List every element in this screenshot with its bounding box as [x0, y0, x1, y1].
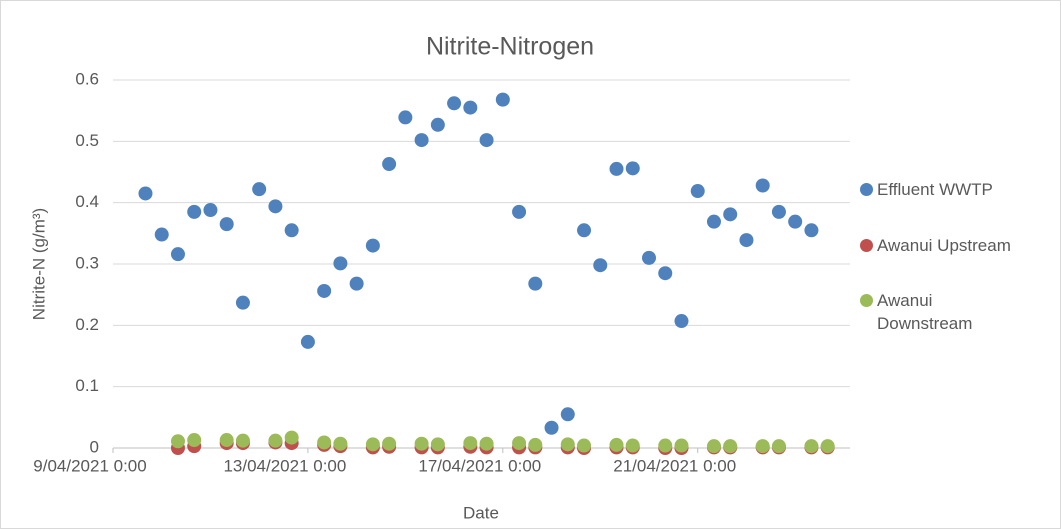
legend-item: Awanui Upstream [860, 234, 1050, 257]
data-point [788, 214, 803, 229]
legend-item: Effluent WWTP [860, 178, 1050, 201]
y-tick-label: 0.3 [75, 253, 99, 272]
data-point [170, 247, 185, 262]
legend-swatch [860, 183, 873, 196]
data-point [154, 227, 169, 242]
data-point [382, 157, 397, 172]
data-point [235, 433, 250, 448]
data-point [577, 223, 592, 238]
y-tick-label: 0 [90, 437, 99, 456]
data-point [804, 439, 819, 454]
legend-item: Awanui Downstream [860, 289, 1050, 335]
data-point [674, 438, 689, 453]
data-point [170, 434, 185, 449]
data-point [430, 437, 445, 452]
data-point [593, 258, 608, 273]
data-point [755, 439, 770, 454]
data-point [560, 437, 575, 452]
legend-swatch [860, 294, 873, 307]
data-point [674, 314, 689, 329]
data-point [268, 433, 283, 448]
data-point [365, 238, 380, 253]
data-point [187, 204, 202, 219]
data-point [723, 439, 738, 454]
data-point [138, 186, 153, 201]
data-point [739, 233, 754, 248]
data-point [300, 334, 315, 349]
data-point [690, 184, 705, 199]
x-tick-label: 9/04/2021 0:00 [33, 456, 146, 475]
data-point [349, 276, 364, 291]
data-point [382, 436, 397, 451]
data-point [333, 436, 348, 451]
data-point [235, 295, 250, 310]
x-axis-label: Date [463, 503, 499, 522]
x-tick-label: 17/04/2021 0:00 [418, 456, 541, 475]
data-point [577, 438, 592, 453]
data-point [284, 430, 299, 445]
data-point [512, 436, 527, 451]
y-tick-label: 0.2 [75, 315, 99, 334]
chart-title: Nitrite-Nitrogen [426, 33, 594, 61]
y-tick-label: 0.6 [75, 69, 99, 88]
data-point [820, 439, 835, 454]
legend-label: Awanui Downstream [877, 291, 973, 333]
data-point [544, 420, 559, 435]
data-point [317, 435, 332, 450]
data-point [512, 204, 527, 219]
data-point [723, 207, 738, 222]
data-point [317, 283, 332, 298]
y-tick-label: 0.5 [75, 131, 99, 150]
data-point [447, 96, 462, 111]
legend-label: Effluent WWTP [877, 180, 993, 199]
data-point [479, 436, 494, 451]
data-point [219, 217, 234, 232]
data-point [706, 439, 721, 454]
data-point [804, 223, 819, 238]
data-point [414, 436, 429, 451]
data-point [333, 256, 348, 271]
data-point [219, 433, 234, 448]
data-point [755, 178, 770, 193]
data-point [625, 161, 640, 176]
data-point [706, 214, 721, 229]
data-point [365, 437, 380, 452]
x-tick-label: 13/04/2021 0:00 [223, 456, 346, 475]
data-point [187, 433, 202, 448]
data-point [609, 161, 624, 176]
data-point [203, 203, 218, 218]
data-point [463, 100, 478, 115]
data-point [252, 182, 267, 197]
data-point [495, 92, 510, 107]
data-point [609, 437, 624, 452]
data-point [658, 266, 673, 281]
data-point [430, 117, 445, 132]
data-point [560, 407, 575, 422]
data-point [414, 133, 429, 148]
legend-label: Awanui Upstream [877, 236, 1011, 255]
x-tick-label: 21/04/2021 0:00 [613, 456, 736, 475]
legend-swatch [860, 239, 873, 252]
data-point [528, 276, 543, 291]
data-point [771, 439, 786, 454]
y-axis-label: Nitrite-N (g/m³) [29, 208, 48, 320]
data-point [642, 250, 656, 265]
data-point [268, 199, 283, 214]
data-point [771, 204, 786, 219]
data-point [658, 438, 673, 453]
data-point [528, 437, 543, 452]
data-point [479, 133, 494, 148]
data-point [284, 223, 299, 238]
y-tick-label: 0.1 [75, 376, 99, 395]
y-tick-label: 0.4 [75, 192, 99, 211]
data-point [398, 110, 413, 125]
data-point [463, 436, 478, 451]
data-point [625, 438, 640, 453]
